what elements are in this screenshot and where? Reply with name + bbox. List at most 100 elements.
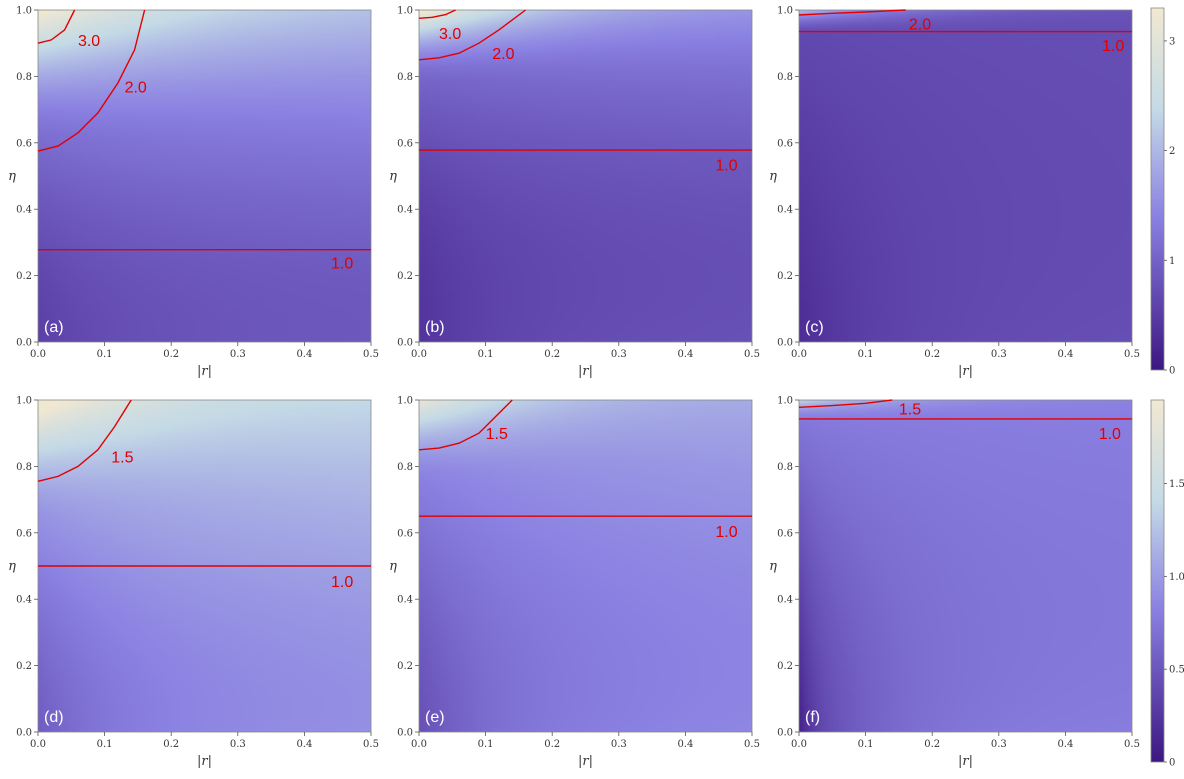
- contour-line-1.5: [798, 399, 893, 408]
- x-tick-label: 0.3: [611, 739, 627, 750]
- y-tick-label: 1.0: [777, 396, 793, 407]
- x-tick-label: 0.1: [478, 739, 494, 750]
- contour-label-1.0: 1.0: [331, 255, 353, 272]
- panel-a: 0.0 0.1 0.2 0.3 0.4 0.5 0.0 0.2 0.4 0.6 0.8 1.0 |r| η…: [8, 6, 379, 380]
- colorbar-tick-label: 2: [1169, 146, 1175, 157]
- plot-frame: [418, 399, 753, 733]
- contour-label-1.0: 1.0: [715, 157, 737, 174]
- colorbar-tick-label: 1.5: [1169, 479, 1184, 490]
- x-tick-label: 0.3: [611, 349, 627, 360]
- x-tick-label: 0.0: [791, 739, 807, 750]
- y-tick-label: 0.6: [397, 138, 413, 149]
- contour-label-1.0: 1.0: [331, 574, 353, 591]
- contour-line-3.0: [37, 9, 76, 44]
- x-axis-label: |r|: [958, 754, 973, 769]
- y-tick-label: 0.6: [16, 528, 32, 539]
- x-axis-label: |r|: [197, 364, 212, 379]
- density-field: [419, 400, 752, 732]
- x-tick-label: 0.0: [30, 349, 46, 360]
- y-tick-label: 0.6: [16, 138, 32, 149]
- y-tick-label: 0.6: [777, 528, 793, 539]
- panel-label: (a): [44, 319, 64, 336]
- x-tick-label: 0.2: [163, 349, 179, 360]
- x-tick-label: 0.0: [411, 349, 427, 360]
- y-axis-label: η: [8, 559, 16, 574]
- x-tick-label: 0.1: [97, 349, 113, 360]
- x-tick-label: 0.1: [97, 739, 113, 750]
- plot-frame: [798, 399, 1133, 733]
- x-tick-label: 0.2: [924, 349, 940, 360]
- y-axis-label: η: [8, 169, 16, 184]
- panel-c: 0.0 0.1 0.2 0.3 0.4 0.5 0.0 0.2 0.4 0.6 0.8 1.0 |r| η…: [769, 6, 1140, 380]
- contour-label-2.0: 2.0: [909, 16, 931, 33]
- y-axis-label: η: [769, 169, 777, 184]
- contour-line-2.0: [418, 9, 527, 61]
- panel-b: 0.0 0.1 0.2 0.3 0.4 0.5 0.0 0.2 0.4 0.6 0.8 1.0 |r| η…: [389, 6, 760, 380]
- contour-label-1.5: 1.5: [899, 401, 921, 418]
- y-tick-label: 0.2: [777, 271, 793, 282]
- y-tick-label: 0.4: [397, 595, 413, 606]
- panel-e: 0.0 0.1 0.2 0.3 0.4 0.5 0.0 0.2 0.4 0.6 0.8 1.0 |r| η…: [389, 396, 760, 770]
- y-axis-label: η: [769, 559, 777, 574]
- y-tick-label: 0.2: [16, 271, 32, 282]
- y-tick-label: 0.6: [777, 138, 793, 149]
- y-tick-label: 0.0: [16, 728, 32, 739]
- x-tick-label: 0.3: [230, 739, 246, 750]
- density-field: [38, 10, 371, 342]
- colorbar-tick-label: 1: [1169, 256, 1175, 267]
- y-tick-label: 0.2: [397, 661, 413, 672]
- contour-label-3.0: 3.0: [439, 26, 461, 43]
- y-tick-label: 0.0: [16, 338, 32, 349]
- contour-label-1.0: 1.0: [715, 524, 737, 541]
- x-tick-label: 0.4: [677, 739, 693, 750]
- plot-frame: [37, 9, 372, 343]
- y-tick-label: 0.8: [777, 72, 793, 83]
- density-field: [799, 400, 1132, 732]
- colorbar-tick-label: 0.5: [1169, 665, 1184, 676]
- colorbar-tick-label: 1.0: [1169, 572, 1184, 583]
- colorbar-gradient: [1150, 7, 1165, 371]
- plot-frame: [418, 9, 753, 343]
- x-tick-label: 0.5: [744, 349, 760, 360]
- colorbar-2: 0 0.5 1.0 1.5: [1150, 399, 1184, 769]
- x-tick-label: 0.3: [991, 739, 1007, 750]
- x-tick-label: 0.4: [1057, 349, 1073, 360]
- x-tick-label: 0.4: [296, 349, 312, 360]
- x-tick-label: 0.1: [858, 739, 874, 750]
- contour-line-3.0: [418, 9, 456, 19]
- y-tick-label: 0.4: [777, 205, 793, 216]
- contour-label-1.5: 1.5: [486, 426, 508, 443]
- x-tick-label: 0.5: [744, 739, 760, 750]
- y-tick-label: 0.2: [397, 271, 413, 282]
- x-tick-label: 0.4: [1057, 739, 1073, 750]
- y-tick-label: 1.0: [777, 6, 793, 17]
- contour-label-1.0: 1.0: [1099, 426, 1121, 443]
- y-tick-label: 1.0: [16, 396, 32, 407]
- x-axis-label: |r|: [578, 364, 593, 379]
- y-axis-label: η: [389, 559, 397, 574]
- x-tick-label: 0.5: [363, 349, 379, 360]
- x-tick-label: 0.0: [791, 349, 807, 360]
- contour-line-1.5: [418, 399, 513, 451]
- x-axis-label: |r|: [958, 364, 973, 379]
- panel-label: (f): [805, 709, 820, 726]
- x-axis-label: |r|: [578, 754, 593, 769]
- x-axis-label: |r|: [197, 754, 212, 769]
- plot-frame: [798, 9, 1133, 343]
- x-tick-label: 0.1: [478, 349, 494, 360]
- colorbar-1: 0 1 2 3: [1150, 7, 1175, 377]
- contour-line-1.5: [37, 399, 132, 482]
- y-tick-label: 0.4: [16, 595, 32, 606]
- panel-label: (e): [425, 709, 445, 726]
- contour-label-3.0: 3.0: [78, 33, 100, 50]
- panel-label: (b): [425, 319, 445, 336]
- contour-line-2.0: [798, 9, 906, 16]
- y-tick-label: 1.0: [16, 6, 32, 17]
- x-tick-label: 0.3: [230, 349, 246, 360]
- x-tick-label: 0.4: [677, 349, 693, 360]
- y-tick-label: 0.8: [16, 72, 32, 83]
- y-tick-label: 1.0: [397, 6, 413, 17]
- colorbar-gradient: [1150, 399, 1165, 763]
- panel-label: (d): [44, 709, 64, 726]
